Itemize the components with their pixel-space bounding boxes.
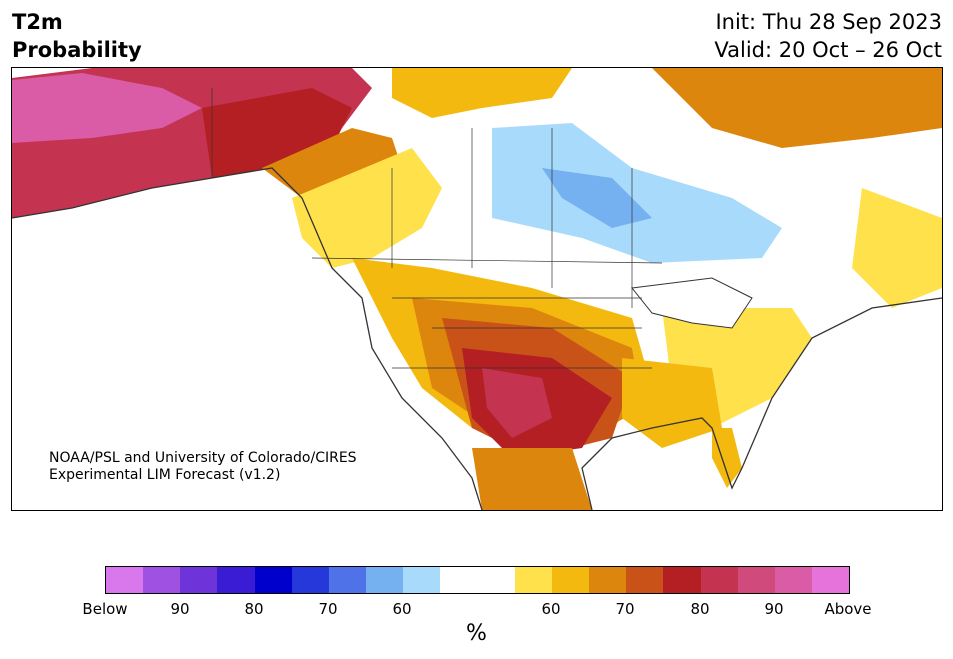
colorbar-swatch <box>626 567 664 593</box>
colorbar-unit: % <box>466 621 487 646</box>
mexico-orange <box>472 448 592 510</box>
init-date: Init: Thu 28 Sep 2023 <box>715 10 942 34</box>
colorbar-tick-label: 80 <box>690 600 710 618</box>
credit-line1: NOAA/PSL and University of Colorado/CIRE… <box>49 450 357 466</box>
colorbar-swatch <box>180 567 218 593</box>
hudson-blue <box>492 123 782 263</box>
southeast-orange <box>622 358 722 448</box>
great-lakes <box>631 277 753 329</box>
colorbar-tick-label: 90 <box>764 600 784 618</box>
colorbar-swatch <box>514 567 552 593</box>
colorbar-tick-label: 60 <box>392 600 412 618</box>
alaska-pink <box>12 73 202 143</box>
colorbar-swatch <box>737 567 775 593</box>
yukon-red <box>202 88 352 178</box>
colorbar-tick-label: 90 <box>170 600 190 618</box>
colorbar-swatch <box>143 567 181 593</box>
colorbar-swatch <box>589 567 627 593</box>
colorbar-tick-label: 70 <box>615 600 635 618</box>
colorbar-swatch <box>700 567 738 593</box>
colorbar <box>105 566 850 594</box>
texas-crimson <box>482 368 552 438</box>
forecast-dates: Init: Thu 28 Sep 2023 Valid: 20 Oct – 26… <box>714 8 942 64</box>
colorbar-tick-label: Below <box>82 600 128 618</box>
colorbar-swatch <box>366 567 404 593</box>
colorbar-swatch <box>403 567 441 593</box>
colorbar-swatch <box>217 567 255 593</box>
credit-text: NOAA/PSL and University of Colorado/CIRE… <box>49 450 357 484</box>
colorbar-swatch <box>663 567 701 593</box>
title-variable: T2m <box>12 10 63 34</box>
colorbar-tick-label: 70 <box>318 600 338 618</box>
map-svg <box>12 68 942 510</box>
colorbar-swatch <box>774 567 812 593</box>
coastline <box>12 167 942 510</box>
colorbar-swatch <box>106 567 144 593</box>
colorbar-swatch <box>811 567 850 593</box>
borders <box>211 88 663 369</box>
colorbar-swatch <box>477 567 515 593</box>
valid-range: Valid: 20 Oct – 26 Oct <box>714 38 942 62</box>
colorbar-swatch <box>551 567 590 593</box>
florida <box>712 428 742 488</box>
credit-line2: Experimental LIM Forecast (v1.2) <box>49 467 281 483</box>
colorbar-swatch <box>254 567 292 593</box>
canada-yellow <box>292 148 442 268</box>
plot-title: T2m Probability <box>12 8 142 64</box>
colorbar-tick-label: 60 <box>541 600 561 618</box>
title-type: Probability <box>12 38 142 62</box>
manitoba-dark-blue <box>542 168 652 228</box>
quebec-yellow <box>852 188 942 308</box>
colorbar-swatch <box>440 567 478 593</box>
probability-map <box>11 67 943 511</box>
colorbar-tick-label: 80 <box>244 600 264 618</box>
colorbar-tick-label: Above <box>824 600 872 618</box>
ne-orange <box>652 68 942 148</box>
colorbar-swatch <box>328 567 367 593</box>
north-yellow <box>392 68 572 118</box>
colorbar-swatch <box>291 567 329 593</box>
